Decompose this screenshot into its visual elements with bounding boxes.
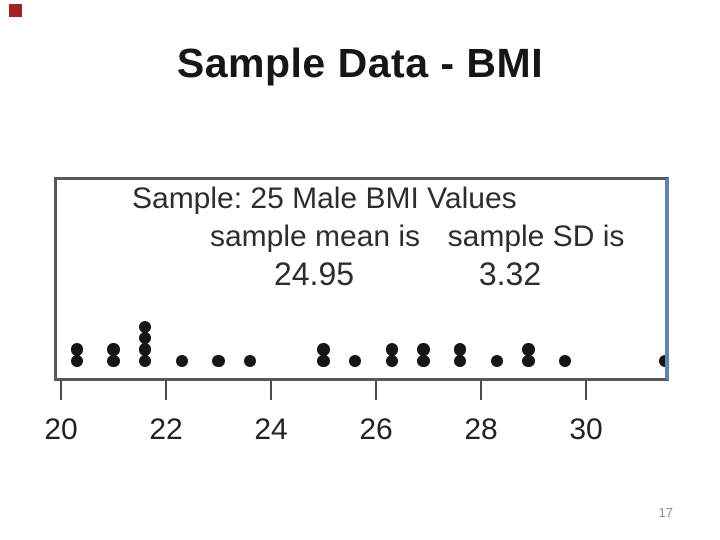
x-axis-tick	[585, 381, 587, 400]
data-point-dot	[107, 354, 120, 368]
data-point-dot	[417, 343, 430, 356]
sample-sd-value: 3.32	[478, 256, 542, 292]
slide-corner-marker	[9, 4, 22, 17]
data-point-dot	[138, 320, 152, 334]
data-point-dot	[138, 343, 152, 356]
figure-title: Sample: 25 Male BMI Values	[132, 182, 517, 215]
sample-mean-label: sample mean is	[209, 220, 421, 253]
data-point-dot	[558, 354, 572, 368]
x-axis-tick-label: 22	[149, 413, 183, 446]
x-axis-tick-label: 24	[254, 413, 288, 446]
x-axis-tick	[165, 381, 167, 400]
x-axis-tick	[480, 381, 482, 400]
data-point-dot	[522, 354, 535, 368]
data-point-dot	[70, 343, 83, 356]
data-point-dot	[317, 343, 330, 356]
data-point-dot	[385, 343, 398, 356]
data-point-dot	[453, 354, 467, 368]
x-axis-tick	[270, 381, 272, 400]
data-point-dot	[317, 354, 330, 368]
data-point-dot	[243, 354, 257, 368]
data-point-dot	[490, 354, 503, 368]
data-point-dot	[138, 331, 152, 345]
page-title: Sample Data - BMI	[176, 40, 544, 86]
page-number: 17	[658, 505, 673, 520]
x-axis-tick-label: 20	[44, 413, 78, 446]
data-point-dot	[70, 354, 83, 368]
dotplot-dots-layer	[57, 180, 665, 378]
x-axis-tick-label: 28	[464, 413, 498, 446]
x-axis-tick	[60, 381, 62, 400]
data-point-dot	[417, 354, 430, 368]
sample-sd-label: sample SD is	[447, 220, 625, 253]
data-point-dot	[385, 354, 398, 368]
dotplot-figure: Sample: 25 Male BMI Values sample mean i…	[54, 177, 669, 381]
x-axis-tick	[375, 381, 377, 400]
data-point-dot	[175, 354, 188, 368]
x-axis-tick-label: 26	[359, 413, 393, 446]
sample-mean-value: 24.95	[273, 256, 355, 292]
data-point-dot	[453, 343, 467, 356]
x-axis-tick-label: 30	[569, 413, 603, 446]
data-point-dot	[212, 354, 225, 368]
data-point-dot	[522, 343, 535, 356]
data-point-dot	[658, 354, 665, 368]
data-point-dot	[348, 354, 362, 368]
data-point-dot	[107, 343, 120, 356]
data-point-dot	[138, 354, 152, 368]
